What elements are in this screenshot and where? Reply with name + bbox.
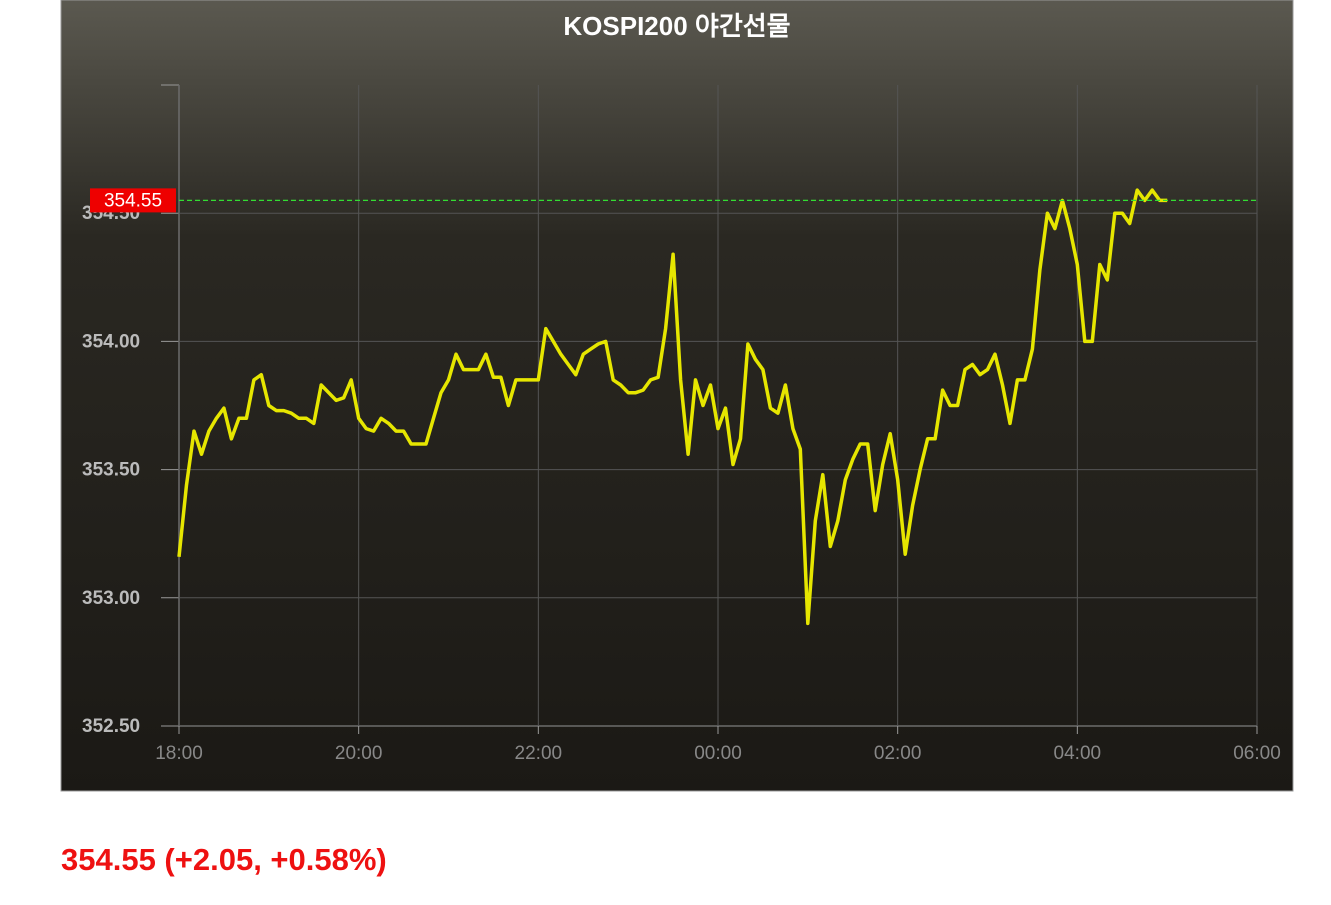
y-tick-label: 354.00: [82, 331, 140, 352]
price-summary: 354.55 (+2.05, +0.58%): [61, 842, 387, 877]
chart: KOSPI200 야간선물 352.50 353.00 353.50 354.00 35…: [60, 0, 1294, 792]
x-tick-label: 02:00: [874, 743, 922, 764]
y-tick-label: 352.50: [82, 716, 140, 737]
x-tick-label: 00:00: [694, 743, 742, 764]
x-tick-label: 22:00: [515, 743, 563, 764]
price-line: [177, 188, 1168, 626]
y-tick-label: 353.00: [82, 588, 140, 609]
chart-background: [60, 0, 1294, 792]
x-tick-label: 20:00: [335, 743, 383, 764]
x-tick-label: 18:00: [155, 743, 203, 764]
chart-title: KOSPI200 야간선물: [563, 11, 790, 41]
y-tick-label: 353.50: [82, 460, 140, 481]
reference-label-box: [90, 188, 176, 213]
x-tick-label: 04:00: [1054, 743, 1102, 764]
x-tick-label: 06:00: [1233, 743, 1281, 764]
reference-label: 354.55: [104, 190, 162, 211]
